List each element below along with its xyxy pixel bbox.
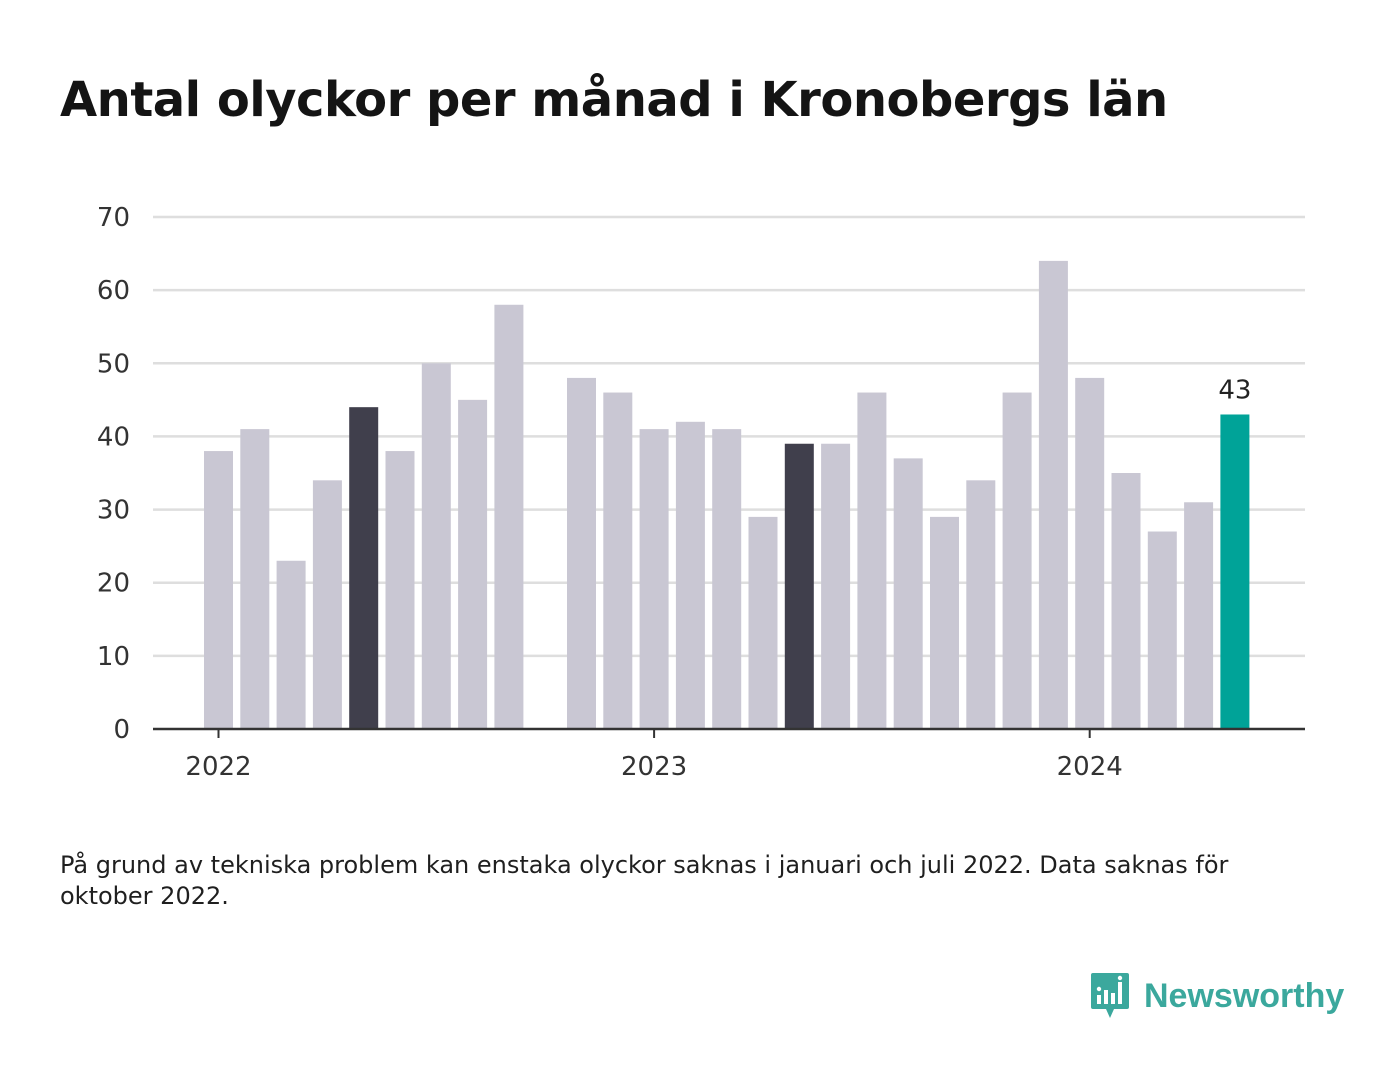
bar-2023-05: [784, 443, 814, 729]
bar-chart-speech-bubble-icon: [1091, 973, 1129, 1018]
bar-2022-01: [204, 451, 233, 729]
bar-2023-04: [748, 516, 778, 729]
bar-2024-04: [1184, 502, 1214, 729]
bar-2024-03: [1147, 531, 1177, 729]
y-tick-label: 50: [97, 349, 130, 379]
bar-2022-04: [312, 480, 342, 729]
bar-2022-03: [276, 560, 306, 729]
bar-2023-12: [1038, 260, 1068, 729]
brand-name: Newsworthy: [1144, 976, 1345, 1015]
y-tick-label: 30: [97, 496, 130, 526]
x-tick-label: 2024: [1057, 752, 1123, 782]
bar-2023-08: [893, 458, 923, 729]
bar-2024-02: [1111, 473, 1141, 729]
bar-2022-12: [603, 392, 633, 729]
bar-2023-03: [712, 429, 742, 729]
bar-2023-11: [1002, 392, 1032, 729]
bar-2022-11: [567, 377, 596, 729]
x-tick-label: 2023: [621, 752, 687, 782]
bar-2022-09: [494, 304, 524, 729]
bar-2022-05: [349, 407, 379, 729]
bar-2024-01: [1075, 377, 1105, 729]
y-tick-label: 0: [113, 715, 130, 745]
footnote: På grund av tekniska problem kan enstaka…: [60, 851, 1229, 910]
bars: [204, 260, 1250, 729]
bar-2023-02: [675, 421, 705, 729]
chart-title: Antal olyckor per månad i Kronobergs län: [60, 72, 1168, 128]
y-tick-label: 70: [97, 203, 130, 233]
bar-2022-08: [458, 399, 488, 729]
y-tick-label: 20: [97, 569, 130, 599]
bar-chart: 0 10 20 30 40 50 60 70 43 2022 2023 2024: [97, 203, 1305, 782]
bar-2023-01: [639, 429, 669, 729]
x-tick-label: 2022: [185, 752, 251, 782]
bar-2022-02: [240, 429, 270, 729]
y-tick-label: 40: [97, 422, 130, 452]
brand-logo: Newsworthy: [1090, 970, 1344, 1022]
bar-2022-07: [421, 363, 451, 729]
bar-2023-09: [930, 516, 959, 729]
bar-2024-05: [1220, 414, 1250, 729]
y-tick-label: 60: [97, 276, 130, 306]
data-label-2024-05: 43: [1218, 375, 1251, 405]
y-tick-label: 10: [97, 642, 130, 672]
bar-2023-07: [857, 392, 887, 729]
labels: 0 10 20 30 40 50 60 70 43 2022 2023 2024: [97, 203, 1305, 782]
bar-2022-06: [385, 451, 415, 729]
bar-2023-10: [966, 480, 996, 729]
bar-2023-06: [821, 443, 851, 729]
